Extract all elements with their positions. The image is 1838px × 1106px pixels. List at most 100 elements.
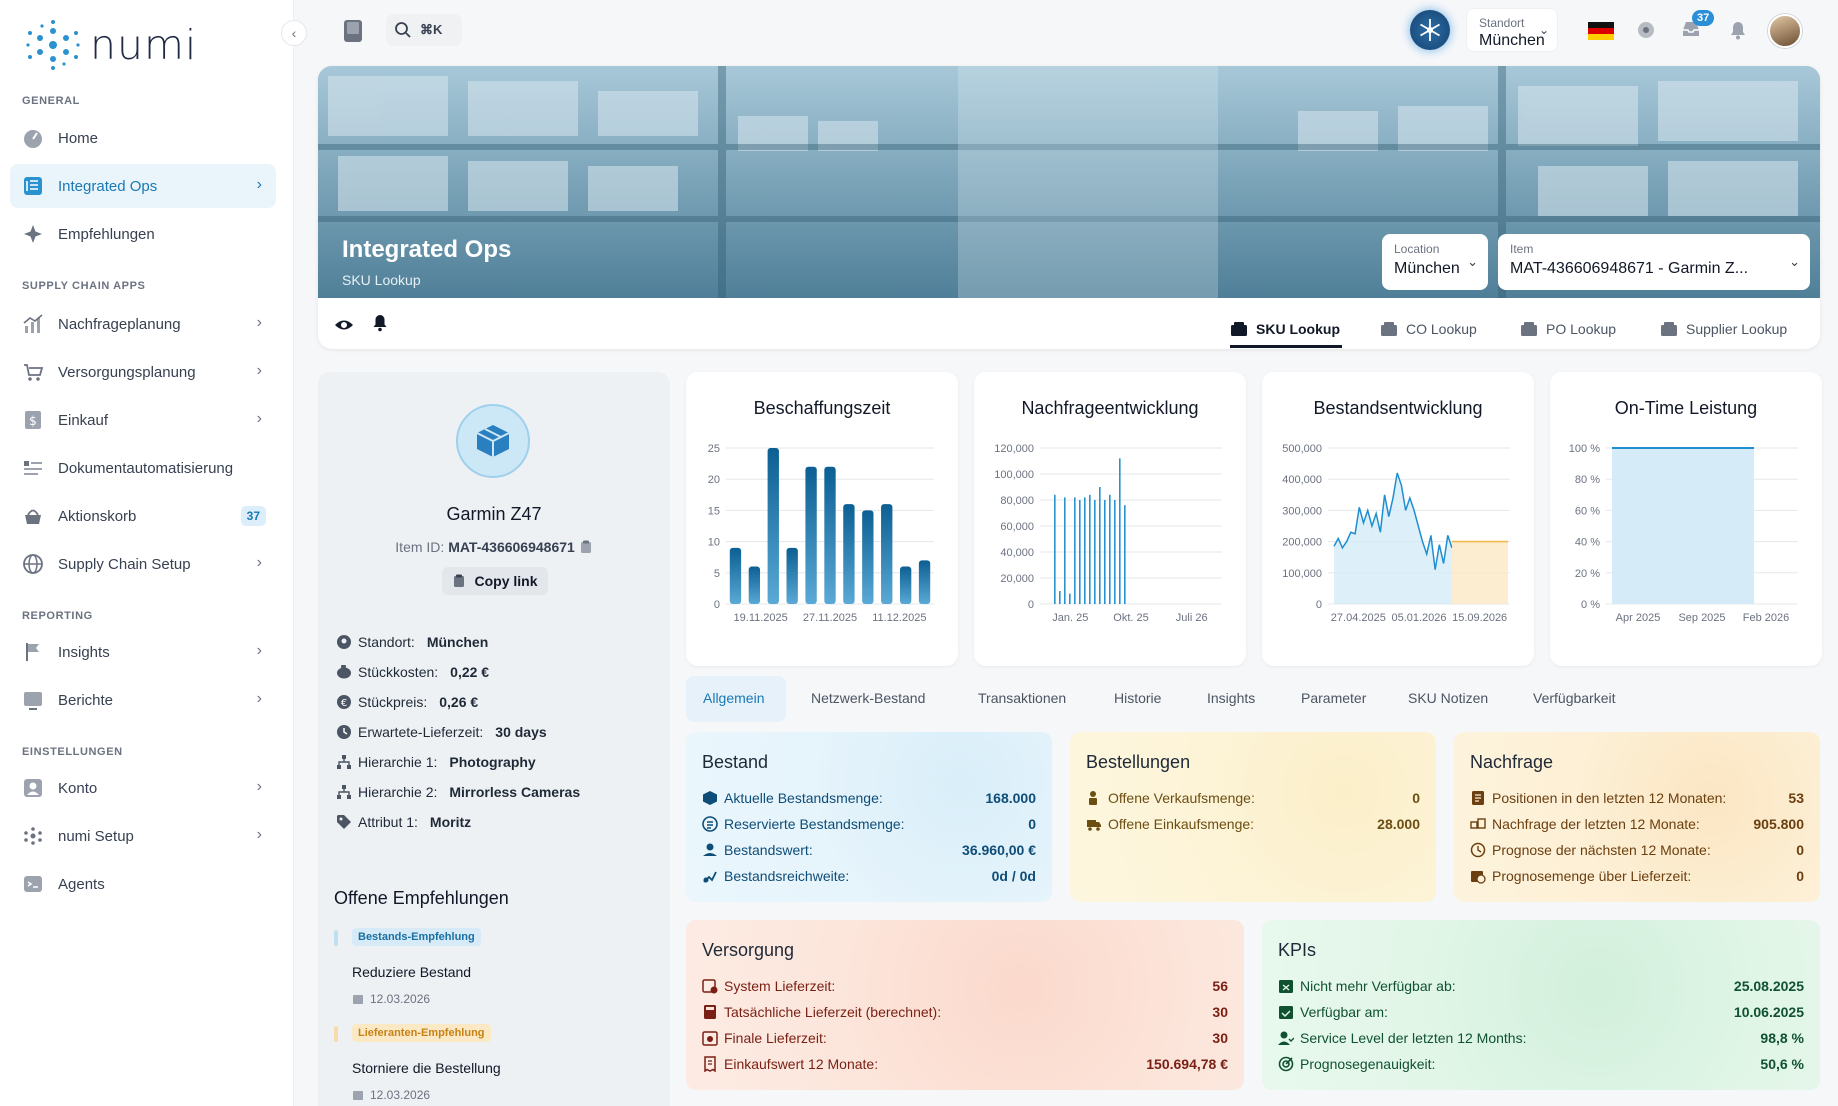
sidebar-item-home[interactable]: Home bbox=[10, 116, 276, 160]
tab-verfuegbarkeit[interactable]: Verfügbarkeit bbox=[1533, 690, 1616, 706]
brand-wordmark: numi bbox=[90, 21, 198, 69]
chart-card-bestandsentwicklung: Bestandsentwicklung 0 100,000 200,000 300,0… bbox=[1262, 372, 1534, 666]
chart-title: On-Time Leistung bbox=[1614, 398, 1758, 418]
actual-area bbox=[1334, 472, 1452, 604]
y-tick-label: 400,000 bbox=[1282, 474, 1322, 486]
sidebar-item-insights[interactable]: Insights › bbox=[10, 630, 276, 674]
recommendation-text[interactable]: Storniere die Bestellung bbox=[352, 1060, 501, 1076]
sidebar-item-label: Konto bbox=[58, 779, 98, 797]
bell-icon[interactable] bbox=[372, 314, 388, 332]
sidebar-item-label: Empfehlungen bbox=[58, 225, 155, 243]
y-tick-label: 0 bbox=[1316, 599, 1322, 611]
sidebar-item-agents[interactable]: Agents bbox=[10, 862, 276, 906]
tab-po-lookup[interactable]: PO Lookup bbox=[1520, 316, 1616, 342]
flag-icon bbox=[26, 643, 39, 661]
recommendation-date: 12.03.2026 bbox=[352, 1088, 430, 1102]
sidebar-item-empfehlungen[interactable]: Empfehlungen bbox=[10, 212, 276, 256]
tab-co-lookup[interactable]: CO Lookup bbox=[1380, 316, 1477, 342]
attr-standort: Standort: München bbox=[336, 634, 488, 650]
bar bbox=[1099, 487, 1101, 604]
recommendation-date: 12.03.2026 bbox=[352, 992, 430, 1006]
recommendation-tag: Bestands-Empfehlung bbox=[352, 928, 481, 946]
info-row: Aktuelle Bestandsmenge: 168.000 bbox=[702, 788, 1036, 808]
bar bbox=[805, 466, 817, 604]
user-avatar[interactable] bbox=[1768, 14, 1802, 48]
x-tick-label: 19.11.2025 bbox=[734, 612, 788, 624]
bar bbox=[1109, 494, 1111, 604]
header-card: Integrated Ops SKU Lookup Location Münch… bbox=[318, 66, 1820, 349]
sidebar-item-dokumentautomatisierung[interactable]: Dokumentautomatisierung bbox=[10, 446, 276, 490]
tab-sku-lookup[interactable]: SKU Lookup bbox=[1230, 316, 1340, 342]
tab-historie[interactable]: Historie bbox=[1114, 690, 1162, 706]
standort-selector[interactable]: Standort München ⌄ bbox=[1466, 8, 1558, 52]
card-title: KPIs bbox=[1278, 940, 1317, 960]
info-row: Prognosemenge über Lieferzeit: 0 bbox=[1470, 866, 1804, 886]
bell-icon[interactable] bbox=[1728, 20, 1748, 40]
location-pin-icon bbox=[337, 635, 351, 649]
info-row: Einkaufswert 12 Monate: 150.694,78 € bbox=[702, 1054, 1228, 1074]
sidebar-item-supply-chain-setup[interactable]: Supply Chain Setup › bbox=[10, 542, 276, 586]
chart-title: Bestandsentwicklung bbox=[1313, 398, 1483, 418]
tab-label: PO Lookup bbox=[1546, 321, 1617, 337]
bar bbox=[824, 466, 836, 604]
bar bbox=[1074, 497, 1076, 604]
tab-supplier-lookup[interactable]: Supplier Lookup bbox=[1660, 316, 1787, 342]
sidebar-item-einkauf[interactable]: $ Einkauf › bbox=[10, 398, 276, 442]
item-selector[interactable]: Item MAT-436606948671 - Garmin Z... ⌄ bbox=[1498, 234, 1810, 290]
tab-netzwerk-bestand[interactable]: Netzwerk-Bestand bbox=[811, 690, 926, 706]
sidebar-item-konto[interactable]: Konto › bbox=[10, 766, 276, 810]
aktionskorb-count-badge: 37 bbox=[240, 506, 266, 526]
bar bbox=[881, 504, 893, 604]
tab-allgemein[interactable]: Allgemein bbox=[703, 690, 765, 706]
book-icon[interactable] bbox=[340, 18, 366, 44]
chevron-right-icon: › bbox=[256, 314, 262, 331]
info-row: System Lieferzeit: 56 bbox=[702, 976, 1228, 996]
sidebar-item-label: Home bbox=[58, 129, 99, 147]
forecast-clock-icon bbox=[1470, 842, 1486, 858]
notification-count-badge: 37 bbox=[1692, 10, 1715, 26]
sales-person-icon bbox=[1089, 791, 1097, 805]
value-hand-icon bbox=[703, 843, 717, 856]
sidebar-item-label: Dokumentautomatisierung bbox=[58, 459, 234, 477]
x-tick-label: 27.11.2025 bbox=[803, 612, 857, 624]
page-subtitle: SKU Lookup bbox=[342, 272, 421, 288]
hierarchy-icon bbox=[337, 755, 351, 769]
sidebar-item-berichte[interactable]: Berichte › bbox=[10, 678, 276, 722]
chart-beschaffungszeit: 0 5 10 15 20 25 19.11.2025 27.11.2025 11.12.2025 bbox=[708, 443, 934, 624]
cart-icon bbox=[24, 364, 44, 381]
tab-sku-notizen[interactable]: SKU Notizen bbox=[1408, 690, 1489, 706]
recommendation-text[interactable]: Reduziere Bestand bbox=[352, 964, 472, 980]
tab-insights[interactable]: Insights bbox=[1207, 690, 1256, 706]
numi-logo[interactable]: numi bbox=[24, 18, 197, 72]
calendar-check-icon bbox=[702, 1031, 718, 1046]
notification-inbox-icon[interactable] bbox=[1680, 18, 1702, 40]
x-tick-label: Sep 2025 bbox=[1678, 612, 1725, 624]
section-supply-chain-apps: SUPPLY CHAIN APPS bbox=[22, 280, 146, 292]
watch-eye-icon[interactable] bbox=[334, 315, 354, 335]
product-id-label: Item ID: bbox=[395, 539, 445, 555]
german-flag-icon[interactable] bbox=[1588, 22, 1614, 40]
piggy-bank-icon bbox=[337, 665, 351, 679]
tab-transaktionen[interactable]: Transaktionen bbox=[978, 690, 1067, 706]
sidebar-item-integrated-ops[interactable]: Integrated Ops › bbox=[10, 164, 276, 208]
snowflake-button[interactable] bbox=[1410, 10, 1450, 50]
clipboard-icon[interactable] bbox=[579, 540, 593, 554]
copy-link-button[interactable]: Copy link bbox=[442, 567, 548, 595]
sidebar-item-label: Integrated Ops bbox=[58, 177, 158, 195]
location-selector[interactable]: Location München ⌄ bbox=[1382, 234, 1488, 290]
tab-parameter[interactable]: Parameter bbox=[1301, 690, 1367, 706]
bar bbox=[1079, 500, 1081, 604]
sidebar-item-numi-setup[interactable]: numi Setup › bbox=[10, 814, 276, 858]
sidebar-item-versorgungsplanung[interactable]: Versorgungsplanung › bbox=[10, 350, 276, 394]
eye-icon[interactable] bbox=[1637, 21, 1655, 39]
chart-title: Beschaffungszeit bbox=[753, 398, 891, 418]
home-icon bbox=[24, 130, 42, 148]
sidebar-item-nachfrageplanung[interactable]: Nachfrageplanung › bbox=[10, 302, 276, 346]
sidebar-item-aktionskorb[interactable]: Aktionskorb 37 bbox=[10, 494, 276, 538]
card-nachfrage: Nachfrage Positionen in den letzten 12 M… bbox=[1454, 732, 1820, 902]
y-tick-label: 15 bbox=[708, 505, 720, 517]
chart-on-time-leistung: 0 % 20 % 40 % 60 % 80 % 100 % Apr 2025 Sep 2025… bbox=[1569, 443, 1798, 624]
sidebar-item-label: Berichte bbox=[58, 691, 114, 709]
search-button[interactable]: ⌘K bbox=[386, 14, 462, 46]
collapse-sidebar-button[interactable]: ‹ bbox=[281, 20, 307, 46]
